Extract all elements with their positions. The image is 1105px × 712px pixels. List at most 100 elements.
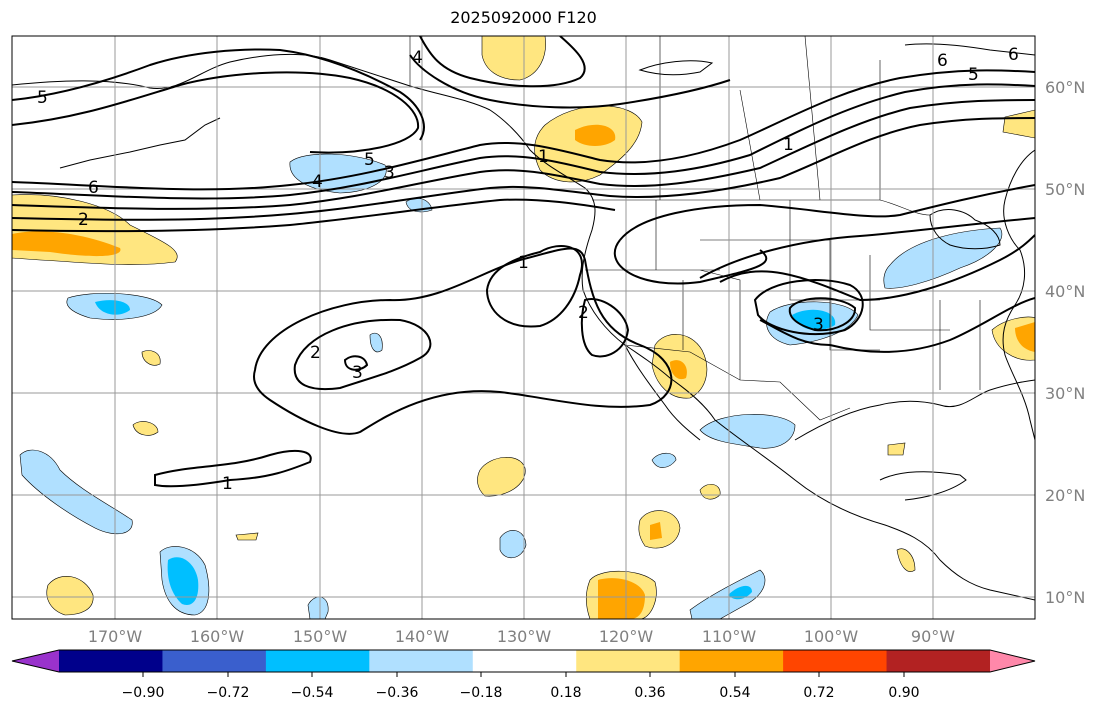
shade-south-core-2 [728,585,752,600]
colorbar-tick-label: 0.54 [719,685,750,701]
borders-layer [409,36,981,421]
colorbar-tick-label: −0.72 [207,685,250,701]
map-title: 2025092000 F120 [450,8,597,27]
contour-north-2 [12,48,425,141]
lat-tick-label: 20°N [1045,486,1085,505]
shade-mexico-negative [699,414,796,449]
colorbar-cell [12,650,59,672]
contour-jet-2 [12,83,1035,200]
lon-tick-label: 90°W [911,627,955,646]
border-canada-us [592,199,931,216]
colorbar-tick-label: 0.36 [634,685,665,701]
contour-trough-6 [759,319,831,346]
shade-sub-positive-1 [477,457,526,497]
lon-tick-label: 100°W [804,627,859,646]
shade-pnw-core [575,124,616,146]
contour-label: 1 [222,474,233,494]
contour-north-3 [419,36,586,88]
shading-layer [12,36,1035,619]
contour-high-2a [252,247,673,435]
shade-pacific-core-1 [95,300,130,315]
contour-label: 1 [538,147,549,167]
colorbar-ticks [142,672,905,677]
contour-label: 4 [312,172,323,192]
colorbar-cell [886,650,991,672]
map-frame [11,35,1036,620]
contour-high-2b [580,298,630,358]
contour-low-1 [753,279,864,336]
coastline-baffin [638,60,714,76]
lat-tick-label: 30°N [1045,384,1085,403]
contour-label: 3 [384,163,395,183]
shade-south-core-1 [167,557,199,605]
border-canada-provinces [659,36,881,201]
shade-small-positive-3 [699,483,721,500]
contour-trough-2 [699,217,1035,279]
contour-jet-4 [12,117,1035,221]
shade-atlantic-core [1015,322,1035,352]
contour-label: 3 [813,315,824,335]
contour-label: 2 [310,343,321,363]
colorbar-cells [12,650,1035,672]
contour-high-4 [343,355,369,371]
colorbar-tick-label: −0.18 [460,685,503,701]
contour-label: 5 [968,65,979,85]
colorbar-tick-label: 0.18 [550,685,581,701]
contour-high-5 [154,449,312,488]
contour-label: 5 [37,88,48,108]
lat-tick-label: 40°N [1045,282,1085,301]
contour-trough-1 [619,184,1035,241]
colorbar-tick-label: −0.90 [122,685,165,701]
colorbar-tick-label: 0.90 [888,685,919,701]
contour-label: 1 [518,253,529,273]
contour-high-1 [485,245,583,328]
shade-small-positive-4 [896,548,916,572]
coastline-hudson [904,43,1035,56]
colorbar-cell [576,650,681,672]
shade-small-positive-2 [141,350,161,366]
colorbar-cell [369,650,474,672]
contour-label: 6 [1008,45,1019,65]
coastline-west [489,109,1035,601]
shade-west-pacific-core [12,231,121,257]
lat-tick-label: 60°N [1045,78,1085,97]
lon-axis: 170°W 160°W 150°W 140°W 130°W 120°W 110°… [88,627,955,646]
colorbar-cell [679,650,784,672]
border-us-mexico [624,344,851,421]
shade-east-positive [1002,109,1035,139]
lon-tick-label: 130°W [497,627,552,646]
colorbar-cell [59,650,163,672]
colorbar-cell [990,650,1035,672]
contour-label: 2 [78,210,89,230]
colorbar-cell [162,650,267,672]
contour-trough-3 [719,234,1035,302]
shade-small-negative-2 [651,452,677,468]
contour-north-1 [12,71,420,154]
shade-small-positive-1 [132,421,159,436]
lon-tick-label: 170°W [88,627,143,646]
shade-small-negative-1 [499,530,527,558]
contour-label-layer: 6 5 4 5 3 4 6 2 1 1 2 2 3 1 3 6 5 1 [37,45,1019,494]
colorbar-cell [472,650,577,672]
contour-trough-4 [613,239,768,285]
shade-sub-core-2 [650,522,662,540]
coastline-layer [12,43,1035,601]
shade-south-negative-2 [689,569,766,619]
shade-south-core [598,578,645,619]
coastline-aleutians [59,117,221,169]
coastline-gulf [794,379,1035,441]
shade-small-positive-6 [235,532,259,541]
shade-baja-core [670,360,687,380]
contour-label: 6 [937,51,948,71]
shade-alaska-positive [481,36,546,81]
contour-high-3 [293,318,432,391]
lon-tick-label: 140°W [395,627,450,646]
colorbar-tick-label: 0.72 [803,685,834,701]
lat-axis: 60°N 50°N 40°N 30°N 20°N 10°N [1045,78,1085,607]
lat-tick-label: 10°N [1045,588,1085,607]
coastline-baja [624,344,701,441]
coastline-great-lakes [929,209,1001,250]
border-states [585,200,981,390]
shade-small-positive-5 [887,442,906,456]
